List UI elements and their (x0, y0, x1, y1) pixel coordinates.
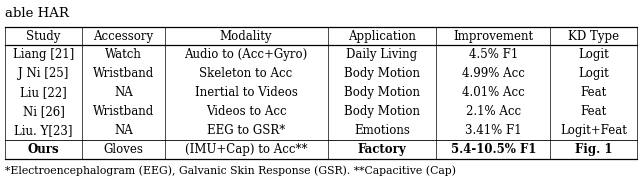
Text: Audio to (Acc+Gyro): Audio to (Acc+Gyro) (184, 48, 308, 61)
Text: *Electroencephalogram (EEG), Galvanic Skin Response (GSR). **Capacitive (Cap): *Electroencephalogram (EEG), Galvanic Sk… (5, 165, 456, 176)
Text: Ours: Ours (28, 143, 60, 156)
Text: Liang [21]: Liang [21] (13, 48, 74, 61)
Text: Skeleton to Acc: Skeleton to Acc (200, 67, 292, 80)
Text: Factory: Factory (358, 143, 406, 156)
Text: 5.4-10.5% F1: 5.4-10.5% F1 (451, 143, 536, 156)
Text: Application: Application (348, 29, 416, 42)
Text: KD Type: KD Type (568, 29, 619, 42)
Text: EEG to GSR*: EEG to GSR* (207, 124, 285, 137)
Text: Wristband: Wristband (93, 67, 154, 80)
Text: Liu [22]: Liu [22] (20, 86, 67, 99)
Text: J Ni [25]: J Ni [25] (19, 67, 69, 80)
Text: Study: Study (26, 29, 61, 42)
Text: Videos to Acc: Videos to Acc (205, 105, 286, 118)
Text: Accessory: Accessory (93, 29, 154, 42)
Text: Inertial to Videos: Inertial to Videos (195, 86, 298, 99)
Text: Ni [26]: Ni [26] (23, 105, 65, 118)
Text: 4.01% Acc: 4.01% Acc (462, 86, 525, 99)
Text: Logit: Logit (578, 48, 609, 61)
Text: 4.99% Acc: 4.99% Acc (462, 67, 525, 80)
Text: Fig. 1: Fig. 1 (575, 143, 612, 156)
Text: Feat: Feat (580, 86, 607, 99)
Text: Liu. Y[23]: Liu. Y[23] (15, 124, 73, 137)
Text: Body Motion: Body Motion (344, 86, 420, 99)
Text: Gloves: Gloves (104, 143, 143, 156)
Text: Improvement: Improvement (453, 29, 533, 42)
Text: NA: NA (114, 86, 132, 99)
Text: (IMU+Cap) to Acc**: (IMU+Cap) to Acc** (185, 143, 307, 156)
Text: Body Motion: Body Motion (344, 67, 420, 80)
Text: able HAR: able HAR (5, 7, 69, 20)
Text: Feat: Feat (580, 105, 607, 118)
Text: Daily Living: Daily Living (346, 48, 417, 61)
Text: 4.5% F1: 4.5% F1 (468, 48, 518, 61)
Text: Watch: Watch (105, 48, 142, 61)
Text: 3.41% F1: 3.41% F1 (465, 124, 522, 137)
Text: Logit+Feat: Logit+Feat (560, 124, 627, 137)
Text: Wristband: Wristband (93, 105, 154, 118)
Text: 2.1% Acc: 2.1% Acc (466, 105, 521, 118)
Text: Emotions: Emotions (354, 124, 410, 137)
Text: NA: NA (114, 124, 132, 137)
Text: Modality: Modality (220, 29, 272, 42)
Text: Logit: Logit (578, 67, 609, 80)
Text: Body Motion: Body Motion (344, 105, 420, 118)
